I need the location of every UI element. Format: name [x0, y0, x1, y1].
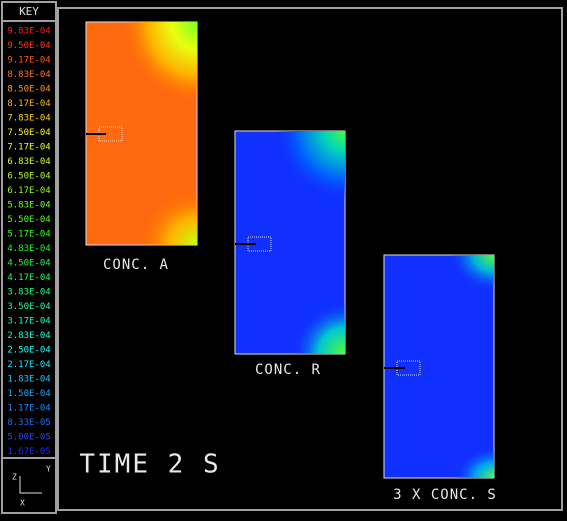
- key-label: 3.50E-04: [7, 302, 50, 312]
- key-label: 6.50E-04: [7, 172, 50, 182]
- key-panel: [1, 1, 57, 514]
- key-label: 8.33E-05: [7, 418, 50, 428]
- plot-contour: [235, 244, 345, 354]
- key-label: 1.83E-04: [7, 375, 50, 385]
- key-label: 9.50E-04: [7, 41, 50, 51]
- key-label: 8.17E-04: [7, 99, 50, 109]
- triad-label: X: [20, 499, 25, 508]
- key-label: 1.50E-04: [7, 389, 50, 399]
- plot-contour: [86, 22, 197, 142]
- key-label: 4.50E-04: [7, 259, 50, 269]
- key-label: 3.17E-04: [7, 317, 50, 327]
- key-label: 7.50E-04: [7, 128, 50, 138]
- plot-label: CONC. R: [255, 362, 321, 378]
- key-label: 5.17E-04: [7, 230, 50, 240]
- key-label: 4.17E-04: [7, 273, 50, 283]
- plot-contour: [235, 131, 345, 241]
- plot-contour: [384, 255, 494, 345]
- axis-triad: [19, 476, 42, 494]
- key-label: 5.00E-05: [7, 433, 50, 443]
- key-label: 6.83E-04: [7, 157, 50, 167]
- plot-contour: [384, 390, 494, 478]
- key-label: 8.50E-04: [7, 85, 50, 95]
- triad-axes: [19, 476, 42, 494]
- time-label: TIME 2 S: [79, 450, 220, 480]
- key-label: 5.83E-04: [7, 201, 50, 211]
- key-label: 3.83E-04: [7, 288, 50, 298]
- key-label: 7.83E-04: [7, 114, 50, 124]
- key-labels: 9.83E-04 9.50E-04 9.17E-04 8.83E-04 8.50E-04…: [7, 27, 50, 458]
- key-label: 7.17E-04: [7, 143, 50, 153]
- key-label: 2.17E-04: [7, 360, 50, 370]
- result-plot: [383, 254, 495, 479]
- plot-label: CONC. A: [103, 257, 169, 273]
- key-label: 9.83E-04: [7, 27, 50, 37]
- key-label: 4.83E-04: [7, 244, 50, 254]
- key-label: 9.17E-04: [7, 56, 50, 66]
- triad-label: Y: [46, 465, 51, 474]
- result-plot: [234, 130, 346, 355]
- result-plot: [85, 21, 198, 246]
- key-label: 5.50E-04: [7, 215, 50, 225]
- key-label: 8.83E-04: [7, 70, 50, 80]
- key-title: KEY: [19, 5, 39, 18]
- key-label: 2.50E-04: [7, 346, 50, 356]
- plot-contour: [86, 140, 197, 245]
- plot-label: 3 X CONC. S: [393, 487, 497, 503]
- triad-label: Z: [12, 473, 17, 482]
- key-label: 1.67E-05: [7, 447, 50, 457]
- key-label: 6.17E-04: [7, 186, 50, 196]
- key-label: 1.17E-04: [7, 404, 50, 414]
- key-label: 2.83E-04: [7, 331, 50, 341]
